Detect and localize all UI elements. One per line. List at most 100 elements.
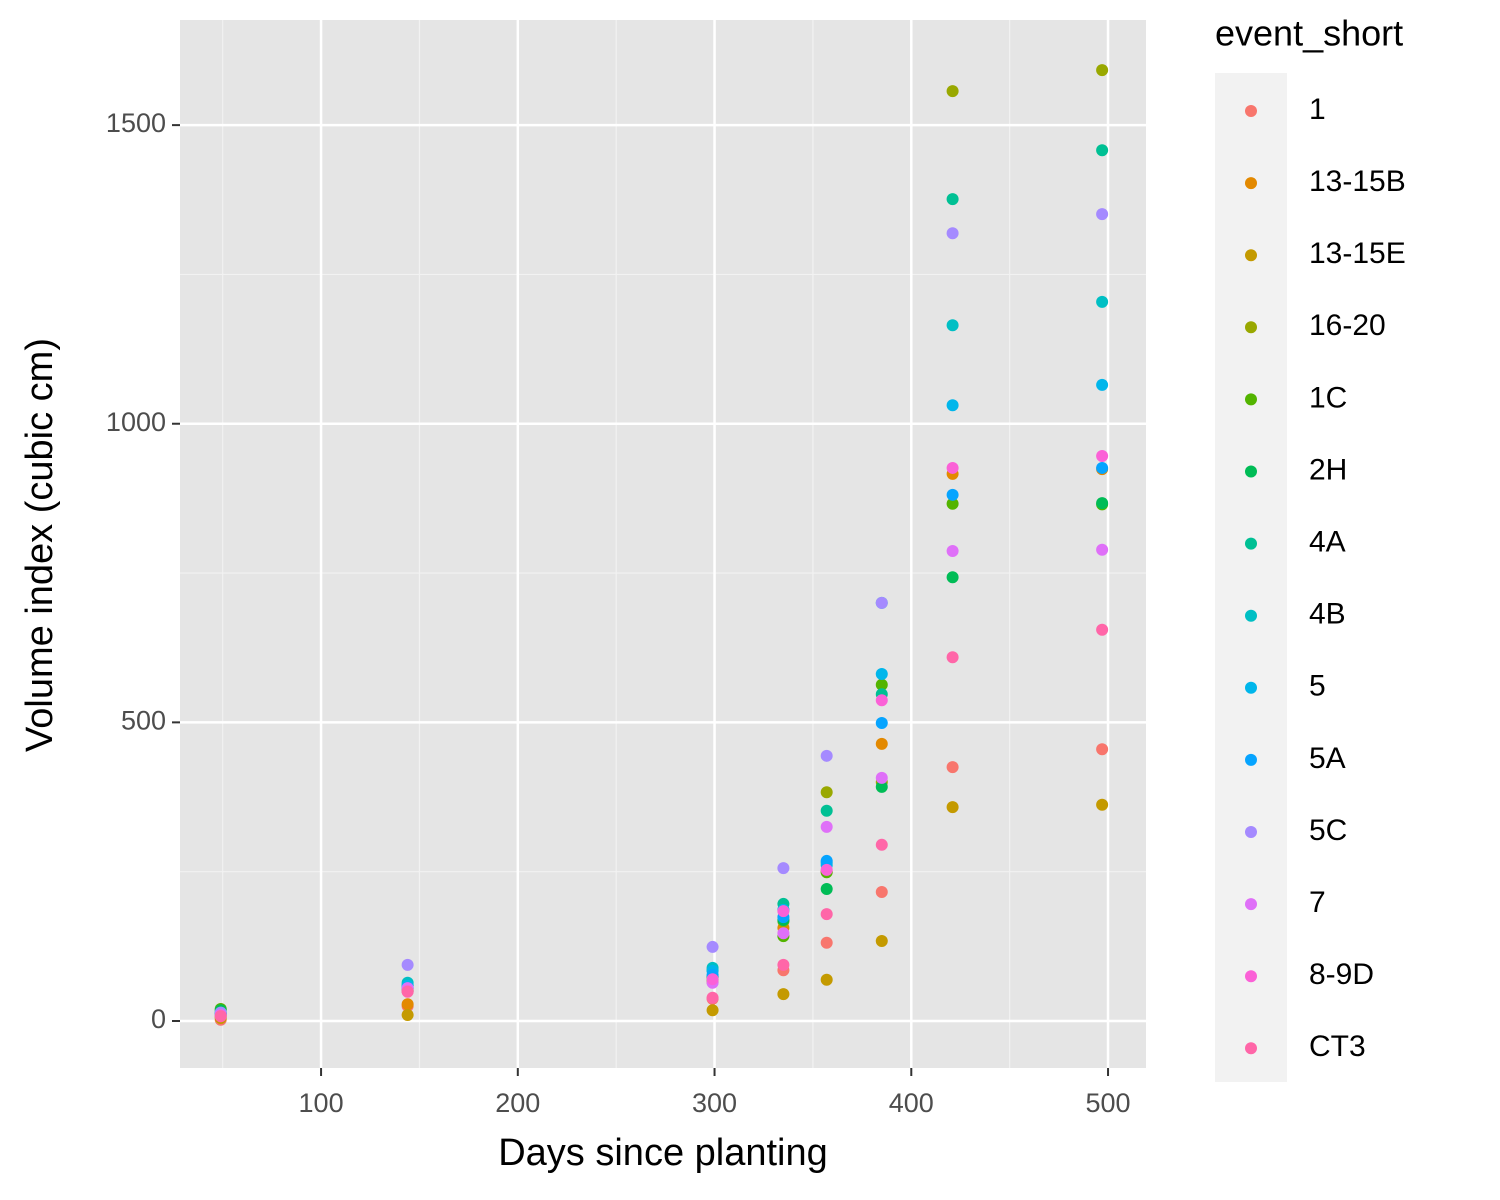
point	[946, 399, 959, 412]
point	[946, 488, 959, 501]
point	[214, 1010, 227, 1023]
legend-key	[1245, 537, 1257, 550]
point	[1096, 378, 1109, 391]
point	[1096, 295, 1109, 308]
point	[706, 991, 719, 1004]
point	[1096, 743, 1109, 756]
legend-key	[1245, 393, 1257, 406]
point	[820, 973, 833, 986]
y-tick-label: 1000	[106, 407, 166, 437]
point	[401, 958, 414, 971]
point	[946, 193, 959, 206]
legend-key	[1245, 609, 1257, 622]
x-tick-label: 300	[692, 1088, 737, 1118]
point	[946, 319, 959, 332]
x-tick-label: 200	[495, 1088, 540, 1118]
x-tick-label: 400	[889, 1088, 934, 1118]
point	[875, 678, 888, 691]
point	[946, 497, 959, 510]
y-tick-label: 0	[151, 1004, 166, 1034]
point	[777, 927, 790, 940]
point	[1096, 497, 1109, 510]
y-axis-title: Volume index (cubic cm)	[19, 338, 61, 752]
legend-box	[1215, 73, 1287, 1082]
point	[401, 985, 414, 998]
point	[777, 905, 790, 918]
x-tick-label: 500	[1085, 1088, 1130, 1118]
grid	[180, 20, 1146, 1068]
point	[401, 998, 414, 1011]
point	[777, 958, 790, 971]
points	[214, 64, 1109, 1026]
legend-title: event_short	[1215, 13, 1403, 54]
legend-label: 5A	[1309, 742, 1346, 775]
point	[946, 761, 959, 774]
point	[875, 771, 888, 784]
legend-label: 16-20	[1309, 309, 1386, 342]
legend-label: 1	[1309, 93, 1326, 126]
point	[706, 973, 719, 986]
point	[1096, 64, 1109, 77]
y-tick-label: 500	[121, 705, 166, 735]
point	[1096, 449, 1109, 462]
point	[946, 544, 959, 557]
legend-key	[1245, 105, 1257, 117]
point	[1096, 798, 1109, 811]
point	[875, 780, 888, 793]
point	[946, 651, 959, 664]
point	[777, 988, 790, 1001]
point	[875, 885, 888, 898]
point	[820, 863, 833, 876]
point	[1096, 208, 1109, 221]
point	[946, 461, 959, 474]
legend-key	[1245, 1042, 1257, 1055]
legend-label: 4B	[1309, 598, 1346, 631]
point	[1096, 543, 1109, 556]
legend-label: 13-15B	[1309, 165, 1406, 198]
point	[820, 908, 833, 921]
point	[1096, 623, 1109, 636]
point	[875, 838, 888, 851]
point	[820, 936, 833, 949]
x-axis-title: Days since planting	[498, 1132, 828, 1174]
point	[777, 862, 790, 875]
legend-key	[1245, 681, 1257, 694]
point	[820, 883, 833, 896]
point	[1096, 144, 1109, 157]
legend-key	[1245, 970, 1257, 983]
legend-key	[1245, 465, 1257, 478]
point	[401, 1009, 414, 1022]
point	[820, 854, 833, 867]
point	[946, 85, 959, 98]
y-tick-label: 1500	[106, 108, 166, 138]
legend-label: CT3	[1309, 1030, 1366, 1063]
point	[946, 571, 959, 584]
legend-label: 2H	[1309, 453, 1347, 486]
legend-key	[1245, 321, 1257, 334]
legend-label: 7	[1309, 886, 1326, 919]
legend-label: 8-9D	[1309, 958, 1374, 991]
point	[1096, 461, 1109, 474]
point	[820, 786, 833, 799]
point	[875, 716, 888, 729]
point	[946, 801, 959, 814]
legend: 1 13-15B 13-15E 16-20 1C 2H 4A 4B 5 5A 5C 7 8-9D CT3	[1245, 93, 1406, 1063]
x-tick-label: 100	[299, 1088, 344, 1118]
legend-key	[1245, 898, 1257, 911]
point	[875, 934, 888, 947]
point	[875, 737, 888, 750]
legend-key	[1245, 249, 1257, 262]
legend-label: 4A	[1309, 526, 1346, 559]
legend-label: 5	[1309, 670, 1326, 703]
point	[706, 1004, 719, 1017]
point	[946, 227, 959, 240]
point	[820, 749, 833, 762]
point	[706, 940, 719, 953]
point	[875, 596, 888, 609]
point	[875, 694, 888, 707]
legend-key	[1245, 177, 1257, 190]
legend-label: 1C	[1309, 381, 1347, 414]
point	[875, 667, 888, 680]
panel	[180, 20, 1146, 1068]
